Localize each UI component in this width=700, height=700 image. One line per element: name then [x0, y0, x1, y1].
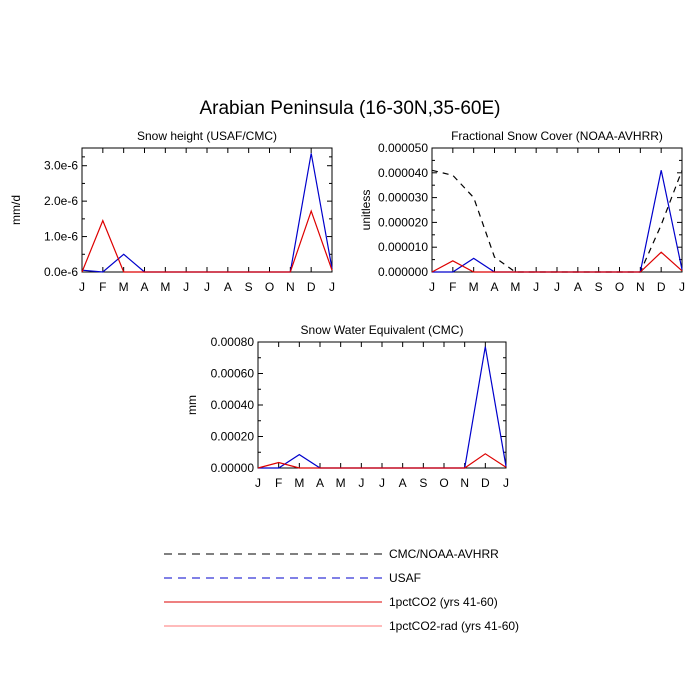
y-tick-label: 0.00040: [211, 398, 255, 412]
series-usaf: [81, 153, 333, 273]
legend-item: USAF: [164, 571, 421, 585]
legend-item: 1pctCO2-rad (yrs 41-60): [164, 619, 519, 633]
y-tick-label: 0.000050: [378, 141, 428, 155]
x-tick-label: J: [679, 280, 685, 294]
x-tick-label: J: [533, 280, 539, 294]
y-tick-label: 0.0e-6: [44, 265, 78, 279]
panel-1: Snow height (USAF/CMC)J F M A M J J A S O N D J0.0e-…: [9, 129, 335, 294]
panel-title: Snow height (USAF/CMC): [137, 129, 277, 143]
series-usaf: [258, 346, 507, 469]
plot-frame: [81, 147, 333, 273]
x-tick-label: A: [490, 280, 498, 294]
x-tick-label: J: [503, 476, 509, 490]
x-tick-label: J: [379, 476, 385, 490]
x-tick-label: A: [574, 280, 582, 294]
x-tick-label: M: [336, 476, 346, 490]
x-tick-label: F: [99, 280, 106, 294]
y-tick-label: 0.000020: [378, 215, 428, 229]
legend-label: CMC/NOAA-AVHRR: [389, 547, 499, 561]
y-tick-label: 0.000040: [378, 166, 428, 180]
x-tick-label: M: [510, 280, 520, 294]
y-axis-label: unitless: [359, 190, 373, 231]
legend-label: 1pctCO2 (yrs 41-60): [389, 595, 498, 609]
legend-item: 1pctCO2 (yrs 41-60): [164, 595, 498, 609]
y-tick-label: 1.0e-6: [44, 230, 78, 244]
series-obs: [431, 169, 683, 273]
panel-title: Snow Water Equivalent (CMC): [301, 323, 464, 337]
x-tick-label: J: [358, 476, 364, 490]
x-tick-label: O: [439, 476, 448, 490]
x-tick-label: S: [245, 280, 253, 294]
series-co2: [81, 209, 333, 273]
x-tick-label: F: [275, 476, 282, 490]
legend: CMC/NOAA-AVHRR USAF 1pctCO2 (yrs 41-60) 1pc…: [164, 547, 519, 633]
x-tick-label: J: [329, 280, 335, 294]
x-tick-label: S: [419, 476, 427, 490]
panel-2: Fractional Snow Cover (NOAA-AVHRR)J F M A M J…: [359, 129, 685, 294]
y-tick-label: 0.00060: [211, 367, 255, 381]
x-tick-label: A: [224, 280, 232, 294]
legend-label: 1pctCO2-rad (yrs 41-60): [389, 619, 519, 633]
panels: Snow height (USAF/CMC)J F M A M J J A S O N D J0.0e-…: [9, 129, 685, 490]
y-tick-label: 3.0e-6: [44, 159, 78, 173]
plot-frame: [257, 341, 507, 469]
x-tick-label: J: [183, 280, 189, 294]
x-tick-label: M: [160, 280, 170, 294]
y-tick-label: 0.00080: [211, 335, 255, 349]
x-tick-label: J: [255, 476, 261, 490]
x-tick-label: F: [449, 280, 456, 294]
x-tick-label: A: [316, 476, 324, 490]
x-tick-label: O: [265, 280, 274, 294]
x-tick-label: J: [554, 280, 560, 294]
x-tick-label: O: [615, 280, 624, 294]
series-co2: [257, 453, 507, 469]
y-axis-label: mm/d: [9, 195, 23, 225]
legend-item: CMC/NOAA-AVHRR: [164, 547, 499, 561]
y-tick-label: 0.000030: [378, 191, 428, 205]
panel-title: Fractional Snow Cover (NOAA-AVHRR): [451, 129, 663, 143]
y-tick-label: 0.000000: [378, 265, 428, 279]
x-tick-label: D: [657, 280, 666, 294]
x-tick-label: J: [204, 280, 210, 294]
x-tick-label: M: [469, 280, 479, 294]
x-tick-label: N: [636, 280, 645, 294]
y-tick-label: 0.00020: [211, 430, 255, 444]
y-tick-label: 0.000010: [378, 240, 428, 254]
y-axis-label: mm: [185, 395, 199, 415]
x-tick-label: J: [79, 280, 85, 294]
legend-label: USAF: [389, 571, 421, 585]
x-tick-label: J: [429, 280, 435, 294]
x-tick-label: M: [119, 280, 129, 294]
y-tick-label: 0.00000: [211, 461, 255, 475]
x-tick-label: N: [286, 280, 295, 294]
main-title: Arabian Peninsula (16-30N,35-60E): [199, 98, 500, 119]
x-tick-label: A: [399, 476, 407, 490]
series-co2: [431, 251, 683, 273]
x-tick-label: M: [294, 476, 304, 490]
series-usaf: [432, 170, 683, 273]
x-tick-label: D: [307, 280, 316, 294]
panel-3: Snow Water Equivalent (CMC)J F M A M J J A S O N D J…: [185, 323, 509, 490]
x-tick-label: A: [140, 280, 148, 294]
x-tick-label: S: [595, 280, 603, 294]
x-tick-label: D: [481, 476, 490, 490]
y-tick-label: 2.0e-6: [44, 194, 78, 208]
x-tick-label: N: [460, 476, 469, 490]
